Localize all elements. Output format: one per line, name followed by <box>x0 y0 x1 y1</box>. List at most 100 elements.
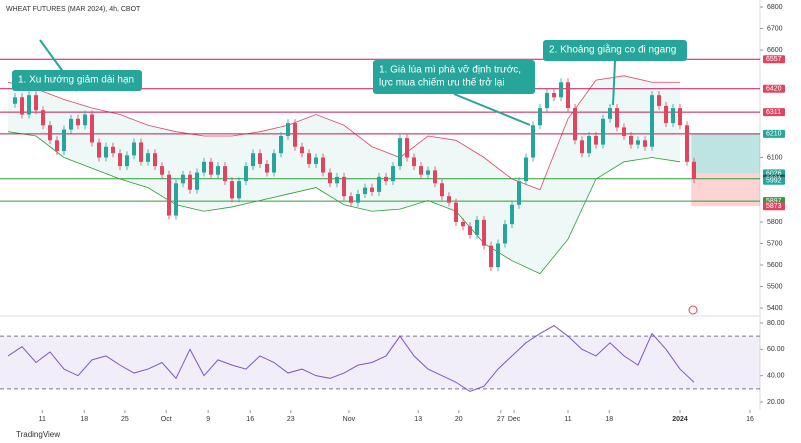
candle <box>587 136 591 154</box>
price-badge-label: 6557 <box>766 56 782 63</box>
candle <box>111 146 115 154</box>
candle <box>146 153 150 162</box>
x-tick-label: 16 <box>746 416 754 423</box>
alert-icon[interactable] <box>688 305 698 315</box>
annotation-box <box>543 40 687 61</box>
y-tick-label: 5400 <box>767 305 783 312</box>
candle <box>90 114 94 143</box>
candle <box>559 82 563 98</box>
candle <box>650 95 654 147</box>
candle <box>433 170 437 184</box>
candle <box>27 95 31 115</box>
candle <box>195 172 199 190</box>
price-badge <box>763 202 785 211</box>
price-badge-label: 5992 <box>766 178 782 185</box>
candle <box>174 183 178 216</box>
x-tick-label: 27 <box>497 416 505 423</box>
y-tick-label: 6800 <box>767 4 783 11</box>
candle <box>517 181 521 205</box>
callout <box>453 93 531 126</box>
target-zone <box>691 133 760 174</box>
candle <box>279 136 283 154</box>
candle <box>573 108 577 141</box>
candle <box>83 114 87 126</box>
candle <box>545 93 549 109</box>
candle <box>125 155 129 167</box>
candle <box>153 153 157 167</box>
candle <box>496 243 500 268</box>
candle <box>538 108 542 126</box>
candle <box>209 161 213 175</box>
candle <box>657 95 661 106</box>
price-badge-label: 6210 <box>766 131 782 138</box>
callout <box>612 60 616 106</box>
candle <box>181 174 185 184</box>
candle <box>412 157 416 167</box>
candle <box>244 166 248 182</box>
price-badge-label: 5873 <box>766 203 782 210</box>
candle <box>489 245 493 268</box>
candle <box>398 138 402 167</box>
x-tick-label: 25 <box>121 416 129 423</box>
price-badge-label: 5897 <box>766 198 782 205</box>
candle <box>685 125 689 162</box>
candle <box>69 118 73 130</box>
rsi-tick-label: 40.00 <box>767 373 785 380</box>
x-tick-label: 13 <box>414 416 422 423</box>
y-tick-label: 6600 <box>767 47 783 54</box>
candle <box>342 176 346 197</box>
candle <box>41 110 45 126</box>
candle <box>118 153 122 167</box>
candle <box>356 194 360 203</box>
candle <box>482 219 486 246</box>
y-tick-label: 6100 <box>767 154 783 161</box>
candle <box>139 142 143 162</box>
price-badge <box>763 129 785 138</box>
candle <box>104 146 108 158</box>
chart-title: WHEAT FUTURES (MAR 2024), 4h, CBOT <box>6 6 141 13</box>
candle <box>629 136 633 145</box>
candle <box>97 142 101 158</box>
annotation-text: 2. Khoảng giằng co đi ngang <box>549 43 676 56</box>
y-tick-label: 5600 <box>767 262 783 269</box>
candle <box>440 183 444 197</box>
candle <box>167 174 171 216</box>
candle <box>468 226 472 235</box>
x-tick-label: Oct <box>161 416 172 423</box>
candle <box>286 123 290 136</box>
candle <box>307 153 311 164</box>
candle <box>454 202 458 222</box>
candle <box>55 140 59 152</box>
candle <box>601 118 605 145</box>
rsi-tick-label: 20.00 <box>767 399 785 406</box>
price-badge-label: 6420 <box>766 86 782 93</box>
candle <box>475 219 479 235</box>
candle <box>349 196 353 203</box>
candle <box>237 181 241 199</box>
candle <box>622 127 626 136</box>
price-badge <box>763 108 785 117</box>
x-tick-label: 18 <box>605 416 613 423</box>
candle <box>202 161 206 173</box>
candle <box>258 153 262 164</box>
price-badge <box>763 176 785 185</box>
candle <box>377 176 381 192</box>
candle <box>643 140 647 147</box>
candle <box>265 163 269 173</box>
x-tick-label: 9 <box>206 416 210 423</box>
candle <box>370 187 374 192</box>
x-tick-label: Nov <box>343 416 356 423</box>
x-tick-label: 2024 <box>672 416 688 423</box>
candle <box>636 140 640 145</box>
candle <box>384 176 388 182</box>
candle <box>426 170 430 175</box>
y-tick-label: 5800 <box>767 219 783 226</box>
candle <box>510 204 514 225</box>
candle <box>251 153 255 167</box>
candle <box>664 105 668 124</box>
candle <box>216 166 220 175</box>
candle <box>314 157 318 164</box>
annotation-box <box>373 60 535 94</box>
candle <box>13 97 17 104</box>
